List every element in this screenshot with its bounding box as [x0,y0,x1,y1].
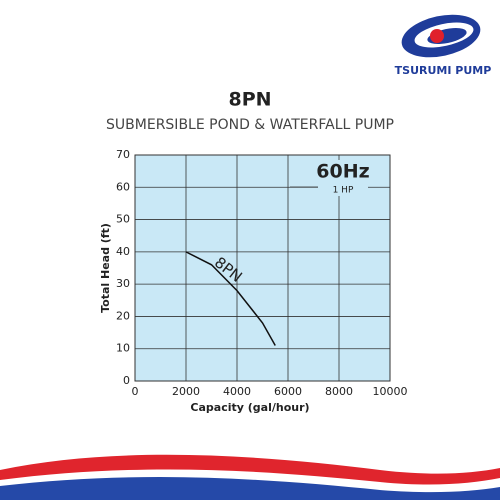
curve [185,251,276,346]
y-tick-label: 50 [116,213,130,226]
y-axis-label: Total Head (ft) [99,223,112,313]
x-tick-label: 0 [132,385,139,398]
x-tick-label: 8000 [325,385,353,398]
wave-blue [0,477,500,500]
y-tick-label: 30 [116,277,130,290]
x-tick-label: 2000 [172,385,200,398]
chart-subtitle: SUBMERSIBLE POND & WATERFALL PUMP [106,117,394,133]
annotation: 60Hz [316,161,369,183]
y-tick-label: 60 [116,180,130,193]
chart-title: 8PN [228,89,271,111]
x-axis-label: Capacity (gal/hour) [190,401,309,414]
logo: TSURUMI PUMP [395,14,492,77]
x-tick-label: 10000 [373,385,408,398]
y-tick-label: 10 [116,342,130,355]
y-tick-label: 40 [116,245,130,258]
x-tick-label: 4000 [223,385,251,398]
annotation: 1 HP [333,186,354,196]
y-tick-label: 70 [116,148,130,161]
logo-text: TSURUMI PUMP [395,64,492,77]
y-tick-label: 0 [123,374,130,387]
x-tick-label: 6000 [274,385,302,398]
plot: 0 10 20 30 40 50 60 70 0 2000 4000 6000 8000 10000 60H… [116,148,408,398]
annotation-bg [318,160,368,196]
y-tick-label: 20 [116,309,130,322]
